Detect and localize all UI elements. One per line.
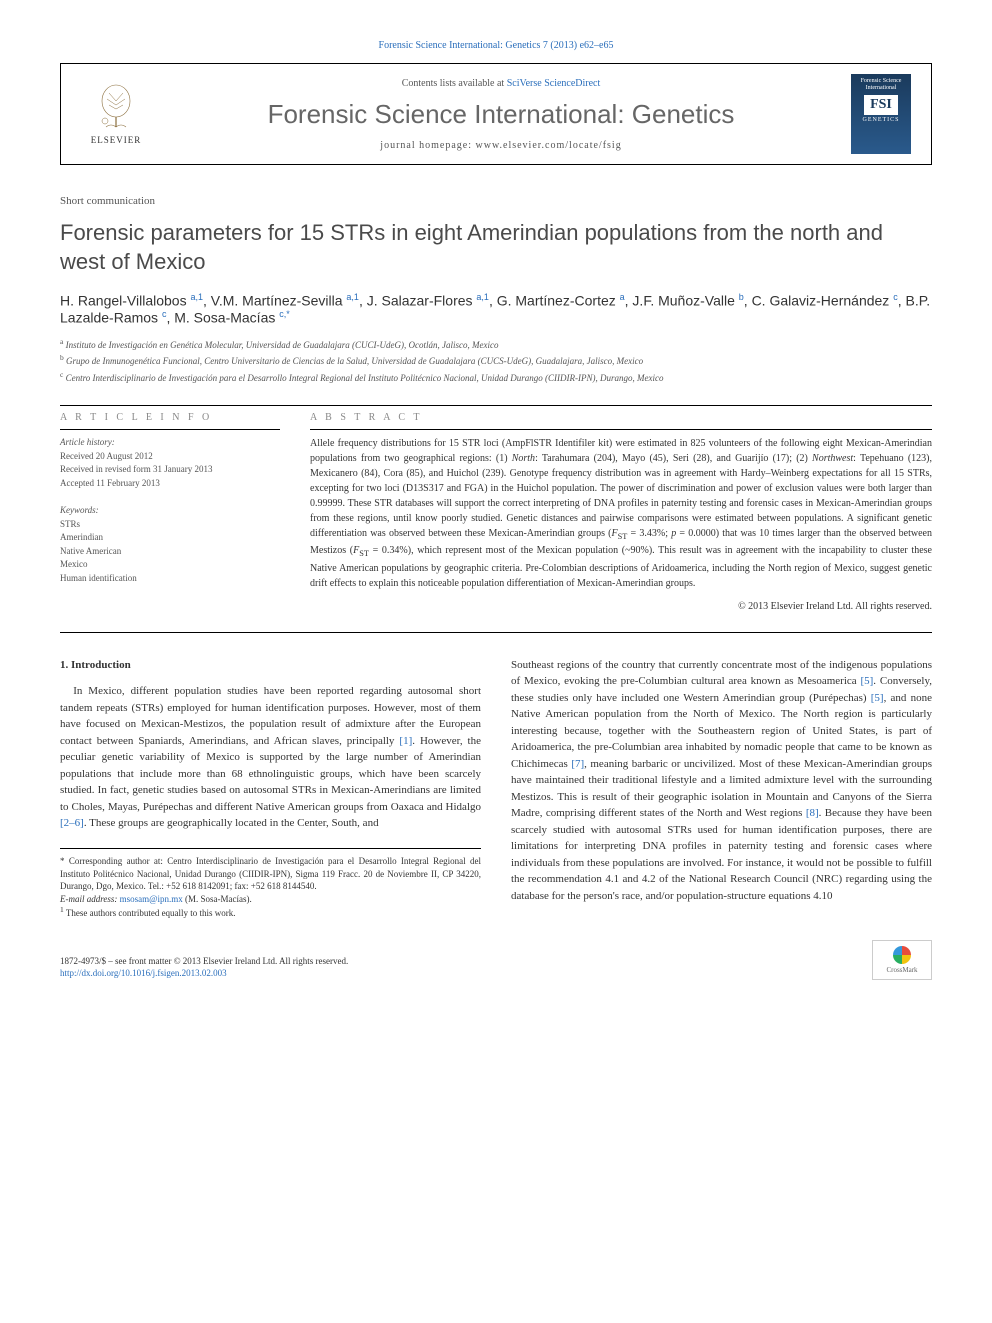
affiliations: a Instituto de Investigación en Genética… — [60, 336, 932, 386]
keyword-item: STRs — [60, 518, 280, 532]
journal-cover-thumb: Forensic Science International FSI GENET… — [851, 74, 911, 154]
history-received: Received 20 August 2012 — [60, 450, 280, 464]
copyright-line: © 2013 Elsevier Ireland Ltd. All rights … — [310, 601, 932, 612]
history-head: Article history: — [60, 436, 280, 450]
email-suffix: (M. Sosa-Macías). — [183, 894, 252, 904]
keyword-item: Native American — [60, 545, 280, 559]
article-title: Forensic parameters for 15 STRs in eight… — [60, 219, 932, 276]
elsevier-tree-icon — [91, 83, 141, 133]
article-info-column: A R T I C L E I N F O Article history: R… — [60, 412, 280, 612]
ref-link[interactable]: [7] — [571, 758, 584, 770]
keyword-item: Amerindian — [60, 531, 280, 545]
email-link[interactable]: msosam@ipn.mx — [120, 894, 183, 904]
top-citation: Forensic Science International: Genetics… — [60, 40, 932, 51]
email-line: E-mail address: msosam@ipn.mx (M. Sosa-M… — [60, 893, 481, 906]
journal-name: Forensic Science International: Genetics — [151, 99, 851, 130]
intro-para-1: In Mexico, different population studies … — [60, 683, 481, 832]
article-info-head: A R T I C L E I N F O — [60, 412, 280, 423]
ref-link[interactable]: [5] — [860, 675, 873, 687]
keywords-head: Keywords: — [60, 504, 280, 518]
keyword-item: Human identification — [60, 572, 280, 586]
body-column-left: 1. Introduction In Mexico, different pop… — [60, 657, 481, 920]
section-1-head: 1. Introduction — [60, 657, 481, 674]
cover-fsi-badge: FSI — [864, 95, 898, 115]
history-accepted: Accepted 11 February 2013 — [60, 477, 280, 491]
issn-line: 1872-4973/$ – see front matter © 2013 El… — [60, 955, 348, 968]
ref-link[interactable]: [5] — [871, 692, 884, 704]
footnotes: * Corresponding author at: Centro Interd… — [60, 848, 481, 920]
equal-contrib-note: 1 These authors contributed equally to t… — [60, 905, 481, 920]
journal-homepage: journal homepage: www.elsevier.com/locat… — [151, 140, 851, 151]
abstract-head: A B S T R A C T — [310, 412, 932, 423]
elsevier-text: ELSEVIER — [91, 135, 142, 145]
body-column-right: Southeast regions of the country that cu… — [511, 657, 932, 920]
cover-genetics-text: GENETICS — [863, 117, 900, 123]
email-label: E-mail address: — [60, 894, 120, 904]
contents-line: Contents lists available at SciVerse Sci… — [151, 78, 851, 89]
journal-header: ELSEVIER Contents lists available at Sci… — [60, 63, 932, 165]
divider-top — [60, 405, 932, 406]
citation-link[interactable]: Forensic Science International: Genetics… — [379, 40, 614, 51]
author-list: H. Rangel-Villalobos a,1, V.M. Martínez-… — [60, 292, 932, 325]
crossmark-badge[interactable]: CrossMark — [872, 940, 932, 980]
page-footer: 1872-4973/$ – see front matter © 2013 El… — [60, 940, 932, 980]
crossmark-label: CrossMark — [886, 966, 917, 974]
ref-link[interactable]: [2–6] — [60, 817, 84, 829]
article-type: Short communication — [60, 195, 932, 207]
abstract-column: A B S T R A C T Allele frequency distrib… — [310, 412, 932, 612]
divider-abstract — [310, 429, 932, 430]
elsevier-logo: ELSEVIER — [81, 83, 151, 145]
keyword-item: Mexico — [60, 558, 280, 572]
intro-para-2: Southeast regions of the country that cu… — [511, 657, 932, 905]
corresponding-author-note: * Corresponding author at: Centro Interd… — [60, 855, 481, 893]
doi-link[interactable]: http://dx.doi.org/10.1016/j.fsigen.2013.… — [60, 968, 227, 978]
divider-body — [60, 632, 932, 633]
ref-link[interactable]: [1] — [399, 735, 412, 747]
abstract-text: Allele frequency distributions for 15 ST… — [310, 436, 932, 591]
ref-link[interactable]: [8] — [806, 807, 819, 819]
cover-top-text: Forensic Science International — [855, 78, 907, 91]
divider-info — [60, 429, 280, 430]
contrib-text: These authors contributed equally to thi… — [66, 908, 236, 918]
crossmark-icon — [893, 946, 911, 964]
history-revised: Received in revised form 31 January 2013 — [60, 463, 280, 477]
contents-prefix: Contents lists available at — [402, 78, 507, 89]
sciencedirect-link[interactable]: SciVerse ScienceDirect — [507, 78, 601, 89]
